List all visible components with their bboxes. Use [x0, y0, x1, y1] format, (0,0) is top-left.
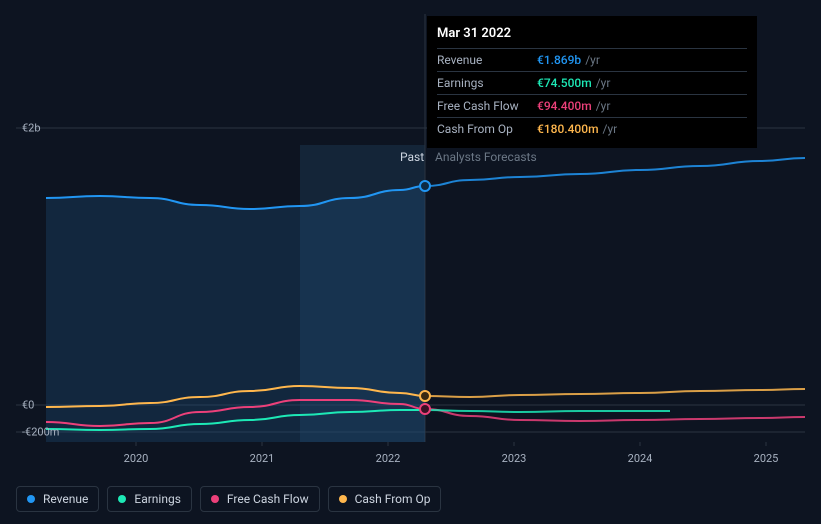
- tooltip-metric-value: €74.500m: [537, 74, 592, 92]
- legend-item-fcf[interactable]: Free Cash Flow: [200, 486, 320, 512]
- x-tick-label: 2020: [124, 452, 149, 465]
- legend-item-earnings[interactable]: Earnings: [107, 486, 192, 512]
- tooltip-metric-label: Earnings: [437, 74, 537, 92]
- tooltip-row: Cash From Op€180.400m/yr: [437, 117, 747, 140]
- tooltip-unit: /yr: [596, 97, 611, 115]
- x-tick-label: 2021: [250, 452, 275, 465]
- tooltip-row: Revenue€1.869b/yr: [437, 48, 747, 71]
- tooltip-metric-value: €1.869b: [537, 51, 581, 69]
- tooltip-metric-label: Free Cash Flow: [437, 97, 537, 115]
- x-tick-label: 2023: [502, 452, 527, 465]
- y-tick-label: -€200m: [22, 426, 59, 439]
- legend-label: Cash From Op: [355, 492, 431, 506]
- chart-tooltip: Mar 31 2022 Revenue€1.869b/yrEarnings€74…: [427, 16, 757, 148]
- tooltip-unit: /yr: [585, 51, 600, 69]
- past-label: Past: [400, 150, 424, 164]
- legend-label: Earnings: [134, 492, 181, 506]
- tooltip-rows: Revenue€1.869b/yrEarnings€74.500m/yrFree…: [437, 48, 747, 140]
- x-tick-label: 2025: [754, 452, 779, 465]
- tooltip-unit: /yr: [603, 120, 618, 138]
- tooltip-unit: /yr: [596, 74, 611, 92]
- legend-item-revenue[interactable]: Revenue: [16, 486, 99, 512]
- y-tick-label: €0: [22, 399, 34, 412]
- tooltip-date: Mar 31 2022: [437, 24, 747, 44]
- tooltip-metric-label: Revenue: [437, 51, 537, 69]
- tooltip-metric-value: €180.400m: [537, 120, 599, 138]
- legend-dot-icon: [339, 495, 347, 503]
- tooltip-row: Earnings€74.500m/yr: [437, 71, 747, 94]
- tooltip-metric-label: Cash From Op: [437, 120, 537, 138]
- y-tick-label: €2b: [22, 122, 41, 135]
- tooltip-row: Free Cash Flow€94.400m/yr: [437, 94, 747, 117]
- legend-dot-icon: [27, 495, 35, 503]
- x-tick-label: 2022: [376, 452, 401, 465]
- legend: Revenue Earnings Free Cash Flow Cash From O…: [16, 486, 441, 512]
- legend-label: Revenue: [43, 492, 88, 506]
- tooltip-metric-value: €94.400m: [537, 97, 592, 115]
- legend-dot-icon: [118, 495, 126, 503]
- legend-label: Free Cash Flow: [227, 492, 309, 506]
- forecast-label: Analysts Forecasts: [435, 150, 537, 164]
- legend-item-cfo[interactable]: Cash From Op: [328, 486, 442, 512]
- legend-dot-icon: [211, 495, 219, 503]
- x-tick-label: 2024: [628, 452, 653, 465]
